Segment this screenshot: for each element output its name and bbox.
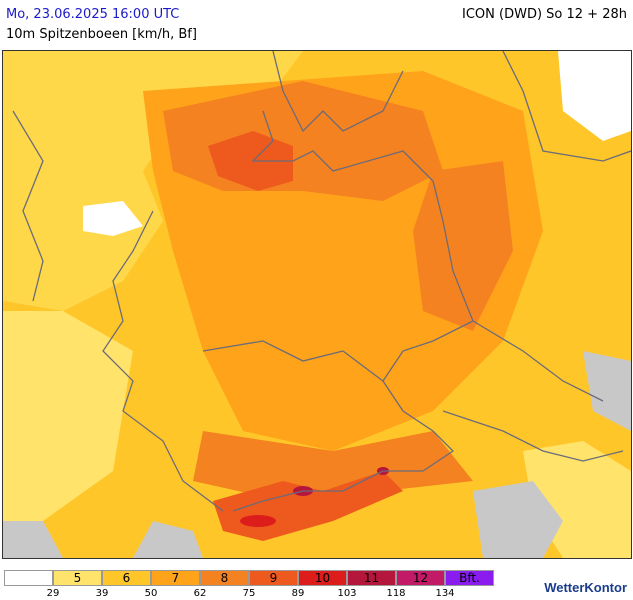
- legend-tick: 75: [242, 588, 256, 599]
- legend-tick: 89: [291, 588, 305, 599]
- alps-peak-1: [240, 515, 276, 527]
- grey-east: [583, 351, 631, 431]
- grey-se: [473, 481, 563, 558]
- legend-tick: 62: [193, 588, 207, 599]
- south-orange-area: [193, 431, 473, 501]
- legend-tick: 134: [435, 588, 455, 599]
- legend-bin: 7: [151, 570, 200, 586]
- forecast-datetime: Mo, 23.06.2025 16:00 UTC: [6, 7, 180, 22]
- white-patch-holland: [83, 201, 143, 236]
- legend-bin: [4, 570, 53, 586]
- legend-bin: 9: [249, 570, 298, 586]
- legend-tick: 29: [46, 588, 60, 599]
- legend-bin: 5: [53, 570, 102, 586]
- legend-tick: 103: [337, 588, 357, 599]
- white-patch-northeast: [558, 51, 631, 141]
- legend-tick: 50: [144, 588, 158, 599]
- map-borders: [12, 51, 631, 512]
- grey-sw: [3, 521, 63, 558]
- gust-map: [2, 50, 632, 559]
- west-light-area: [3, 311, 133, 521]
- gust-map-svg: [3, 51, 631, 558]
- baltic-red-patch: [208, 131, 293, 191]
- model-run-label: ICON (DWD) So 12 + 28h: [462, 7, 627, 22]
- legend-bin: 12: [396, 570, 445, 586]
- legend-bin: 6: [102, 570, 151, 586]
- legend-bin: 11: [347, 570, 396, 586]
- legend-bin: 10: [298, 570, 347, 586]
- legend-tick: 39: [95, 588, 109, 599]
- legend-bin: 8: [200, 570, 249, 586]
- legend-tick: 118: [386, 588, 406, 599]
- parameter-label: 10m Spitzenboeen [km/h, Bf]: [6, 27, 197, 42]
- legend-bin: Bft.: [445, 570, 494, 586]
- grey-south: [133, 521, 203, 558]
- north-sea-area: [3, 51, 303, 311]
- wetterkontor-logo: WetterKontor: [544, 580, 627, 595]
